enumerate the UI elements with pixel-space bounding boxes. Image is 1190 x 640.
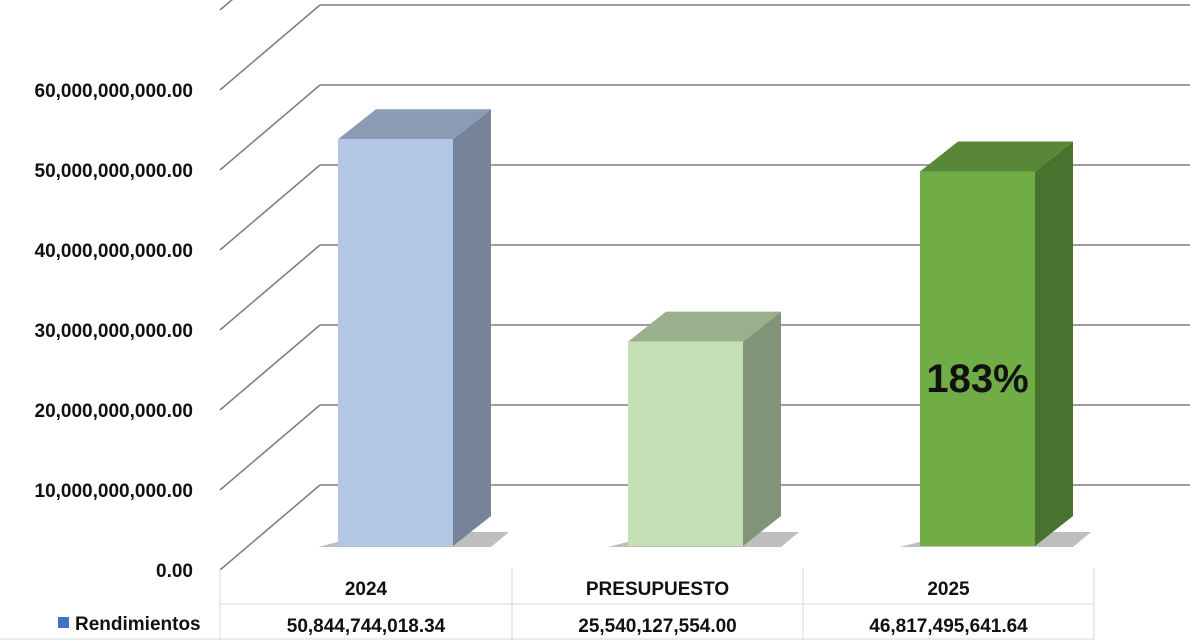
y-axis-tick-labels: 0.00 10,000,000,000.00 20,000,000,000.00 30… bbox=[35, 81, 194, 582]
y-tick-label: 20,000,000,000.00 bbox=[35, 401, 194, 422]
bar-front bbox=[920, 171, 1035, 547]
bars bbox=[318, 109, 1091, 547]
data-table-value: 50,844,744,018.34 bbox=[287, 616, 446, 637]
y-tick-label: 10,000,000,000.00 bbox=[35, 481, 194, 502]
bar-top bbox=[338, 109, 491, 140]
legend-label: Rendimientos bbox=[75, 614, 201, 635]
y-tick-label: 40,000,000,000.00 bbox=[35, 241, 194, 262]
bar bbox=[318, 109, 509, 547]
bar-front bbox=[628, 341, 743, 546]
x-category-label: 2025 bbox=[927, 579, 970, 600]
y-tick-label: 60,000,000,000.00 bbox=[35, 81, 194, 102]
bar-side bbox=[1035, 141, 1073, 547]
gridline-side bbox=[219, 404, 321, 491]
x-category-label: 2024 bbox=[345, 579, 388, 600]
data-table-value: 46,817,495,641.64 bbox=[869, 616, 1028, 637]
bar bbox=[900, 141, 1091, 547]
annotations: 183% bbox=[926, 357, 1028, 401]
data-table-value: 25,540,127,554.00 bbox=[578, 616, 737, 637]
gridline-side bbox=[219, 0, 233, 11]
gridline-side bbox=[219, 164, 321, 251]
bar bbox=[608, 311, 799, 547]
data-table: 2024 PRESUPUESTO 2025 50,844,744,018.34 25,5… bbox=[0, 568, 1095, 640]
bar-side bbox=[743, 311, 781, 546]
gridline-side bbox=[219, 484, 321, 571]
bar-top bbox=[920, 141, 1073, 172]
percentage-annotation: 183% bbox=[926, 357, 1028, 401]
y-tick-label: 0.00 bbox=[156, 561, 193, 582]
gridline-side bbox=[219, 244, 321, 331]
y-tick-label: 50,000,000,000.00 bbox=[35, 161, 194, 182]
y-tick-label: 30,000,000,000.00 bbox=[35, 321, 194, 342]
x-category-label: PRESUPUESTO bbox=[586, 579, 729, 600]
bar-front bbox=[338, 139, 453, 546]
legend-swatch bbox=[58, 617, 69, 628]
gridline-side bbox=[219, 4, 321, 91]
bar-top bbox=[628, 311, 781, 342]
gridline-side bbox=[219, 84, 321, 171]
bar-side bbox=[453, 109, 491, 546]
gridline-side bbox=[219, 324, 321, 411]
